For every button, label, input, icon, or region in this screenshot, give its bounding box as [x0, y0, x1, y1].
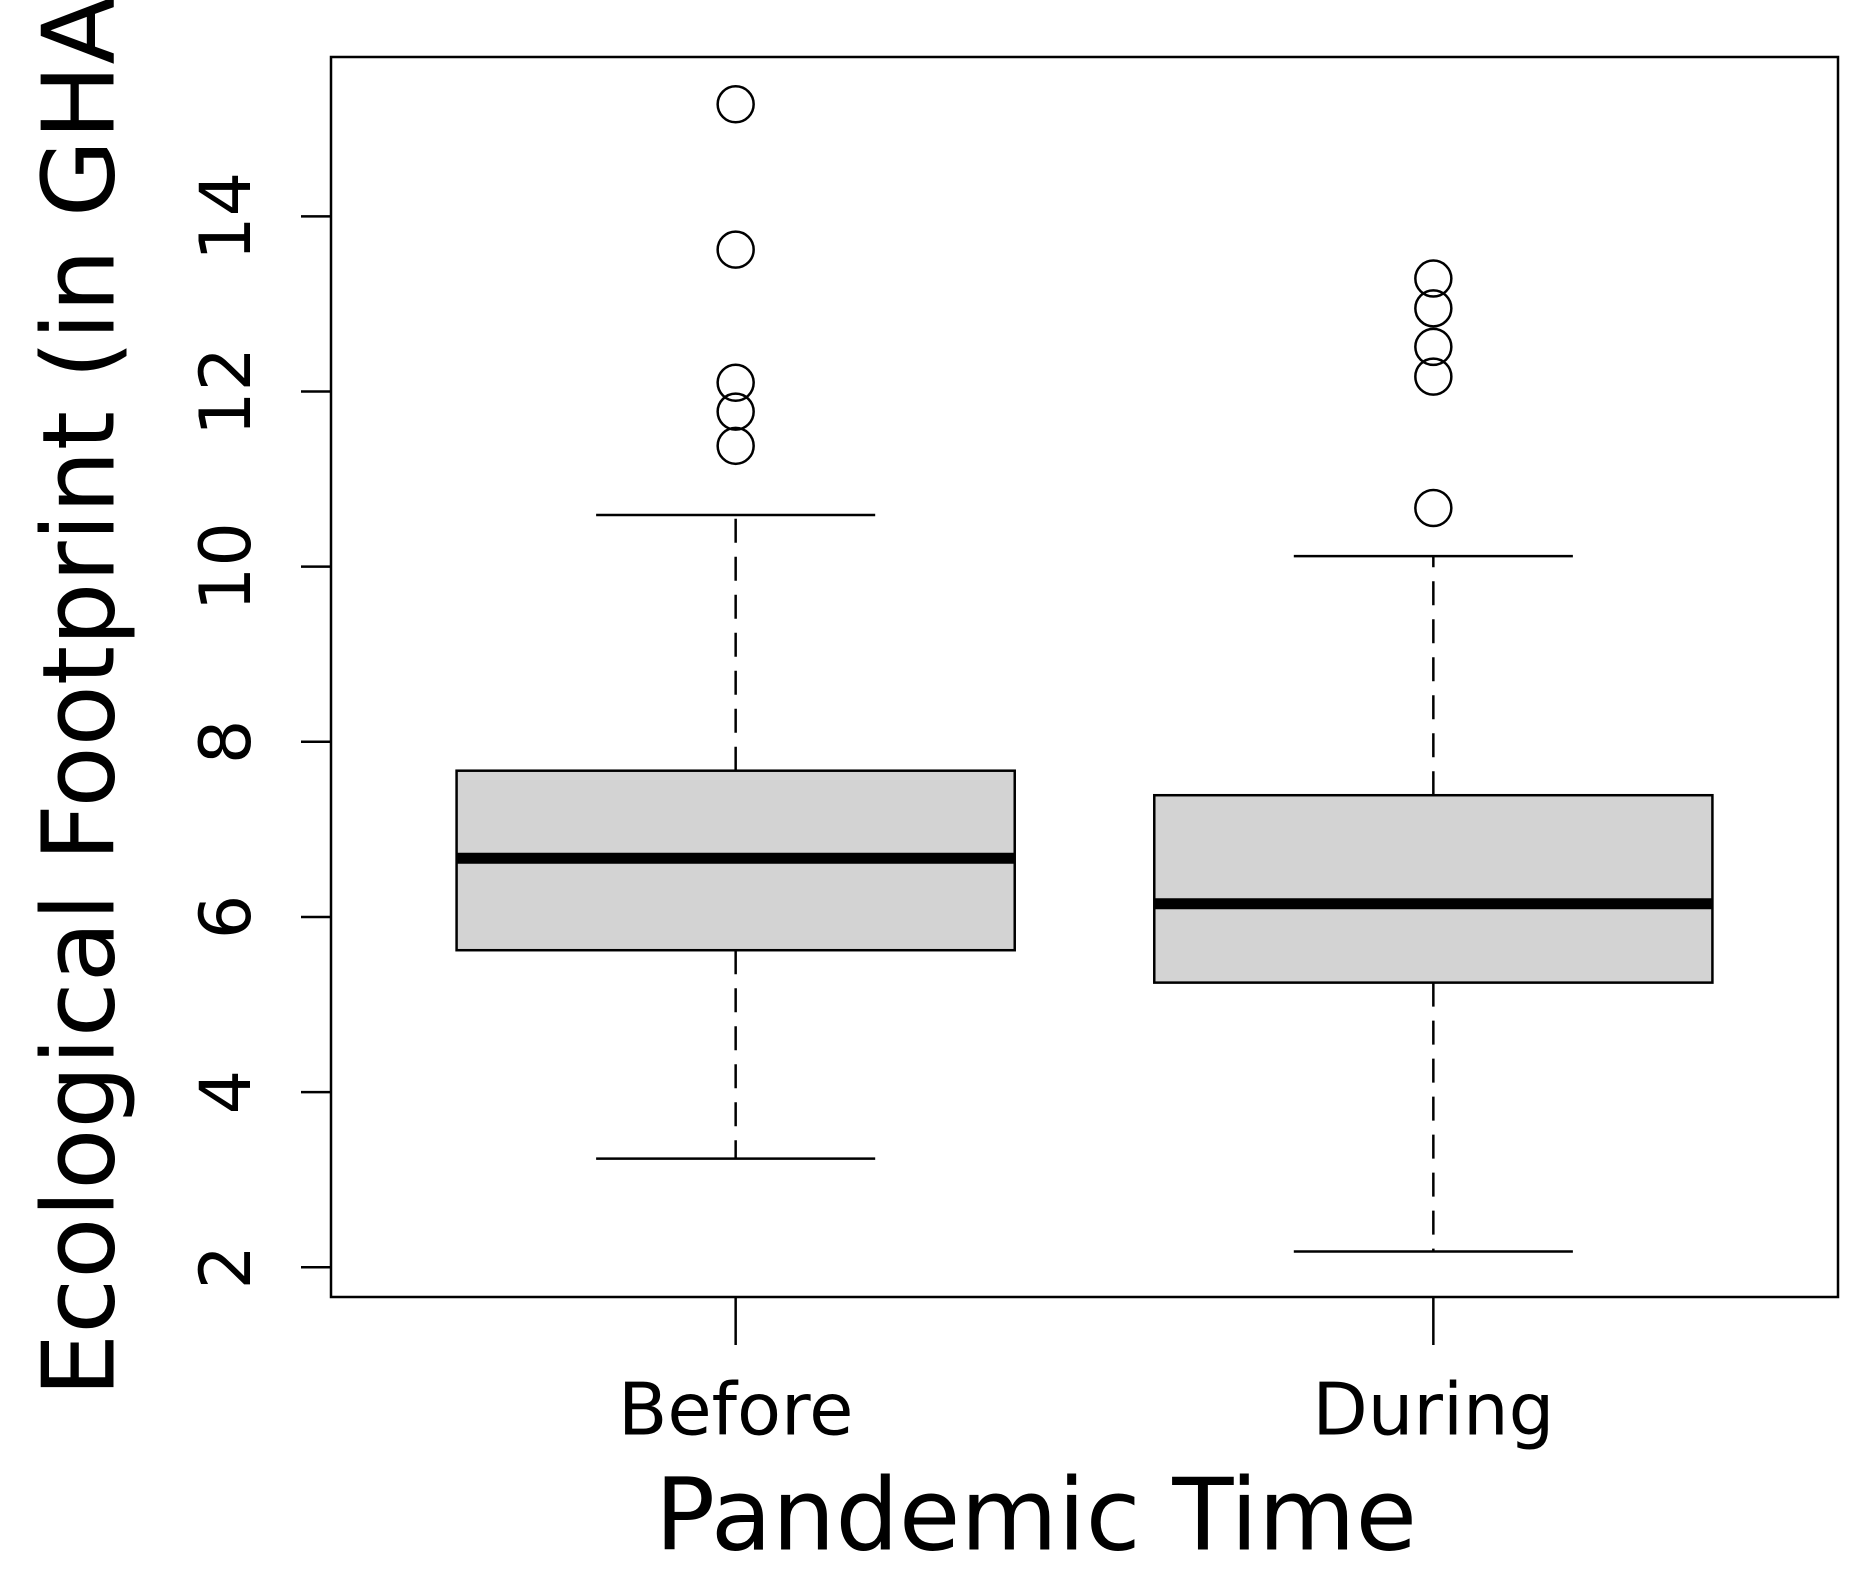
outlier: [1414, 357, 1453, 396]
outlier: [1414, 327, 1453, 367]
outlier: [716, 230, 755, 269]
y-tick-label: 12: [185, 347, 267, 436]
x-tick-label: Before: [618, 1368, 853, 1452]
y-tick-label: 10: [185, 522, 267, 611]
y-tick-label: 2: [185, 1245, 267, 1290]
y-tick-label: 8: [185, 720, 267, 765]
y-tick-label: 6: [185, 895, 267, 940]
outlier: [716, 363, 755, 403]
y-tick-label: 14: [185, 172, 267, 261]
y-tick-label: 4: [185, 1070, 267, 1115]
outlier: [716, 392, 755, 431]
outlier: [1414, 259, 1453, 298]
plot-frame: [329, 55, 1840, 1299]
x-axis-title: Pandemic Time: [655, 1456, 1417, 1573]
outlier: [1414, 289, 1453, 328]
x-tick-label: During: [1312, 1368, 1554, 1452]
outlier: [716, 426, 755, 466]
y-axis-title: Ecological Footprint (in GHA): [20, 0, 137, 1397]
box: [1153, 793, 1714, 984]
outlier: [716, 85, 755, 124]
outlier: [1414, 488, 1453, 528]
